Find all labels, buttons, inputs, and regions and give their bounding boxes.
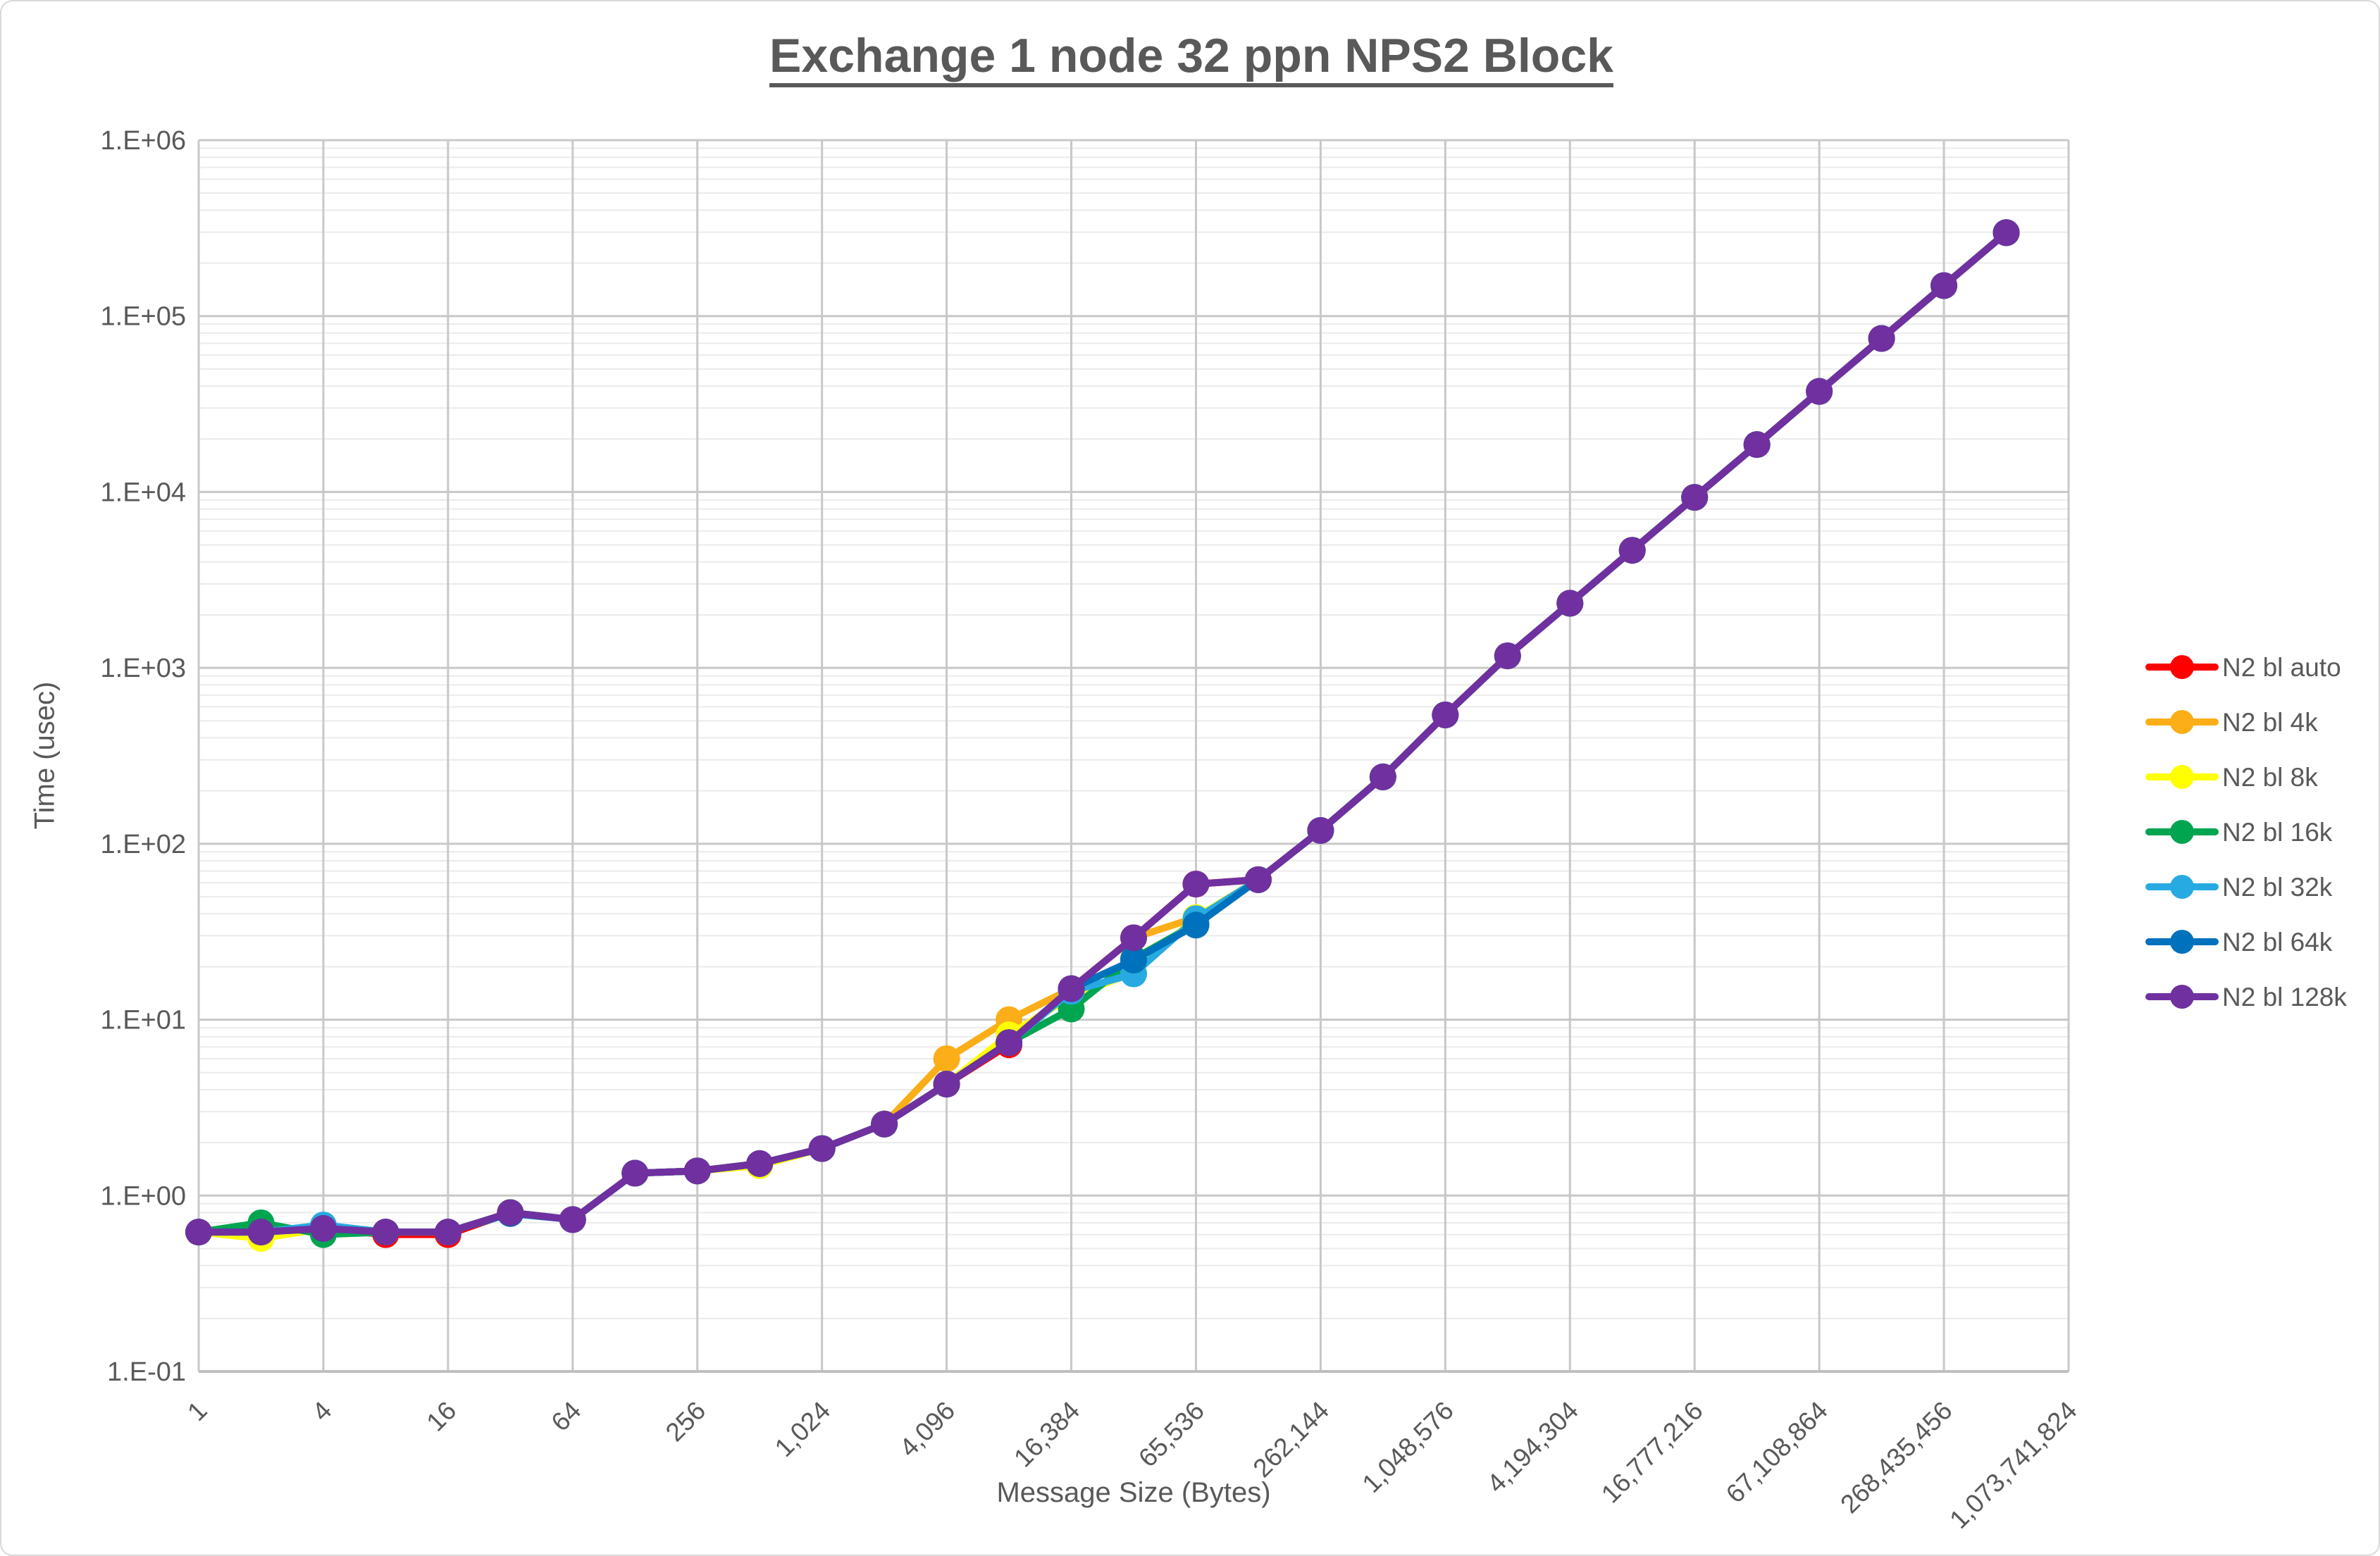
legend-label: N2 bl 16k (2222, 818, 2333, 847)
y-tick-label: 1.E+03 (101, 654, 187, 683)
data-point (1058, 975, 1085, 1002)
legend-marker (2170, 765, 2194, 789)
data-point (247, 1219, 275, 1246)
data-point (497, 1199, 524, 1226)
legend-label: N2 bl 32k (2222, 873, 2333, 902)
data-point (621, 1159, 649, 1187)
data-point (559, 1206, 586, 1233)
data-point (1930, 272, 1958, 299)
y-tick-label: 1.E-01 (107, 1357, 186, 1387)
data-point (1806, 378, 1833, 405)
legend-item-n2-bl-4k: N2 bl 4k (2145, 708, 2318, 737)
y-tick-label: 1.E+06 (101, 126, 187, 156)
x-tick-label: 4,096 (894, 1396, 960, 1462)
x-tick-label: 16,384 (1008, 1396, 1085, 1473)
data-point (933, 1045, 960, 1072)
legend-marker (2170, 930, 2194, 954)
data-point (309, 1215, 337, 1243)
x-tick-label: 262,144 (1247, 1396, 1334, 1483)
data-point (1432, 701, 1459, 728)
data-point (1182, 871, 1210, 898)
legend-label: N2 bl 128k (2222, 983, 2347, 1012)
series-n2-bl-16k (185, 219, 2020, 1248)
data-point (1618, 537, 1646, 564)
data-point (1182, 911, 1210, 939)
legend-marker (2170, 655, 2194, 679)
x-tick-label: 1 (182, 1396, 213, 1427)
data-point (1681, 484, 1709, 511)
legend-label: N2 bl 4k (2222, 708, 2318, 737)
data-point (1743, 431, 1771, 459)
data-point (683, 1157, 711, 1185)
x-tick-label: 16 (421, 1396, 461, 1437)
legend-label: N2 bl 8k (2222, 763, 2318, 792)
data-point (933, 1071, 960, 1098)
legend-marker (2170, 875, 2194, 899)
series-n2-bl-64k (185, 219, 2020, 1246)
x-tick-label: 1,024 (769, 1396, 836, 1462)
y-tick-label: 1.E+02 (101, 830, 187, 859)
y-axis-tick-labels: 1.E+06 1.E+05 1.E+04 1.E+03 1.E+02 1.E+01 1.E+… (101, 126, 187, 1387)
legend-marker (2170, 710, 2194, 734)
series-n2-bl-4k (185, 219, 2020, 1246)
x-tick-label: 64 (545, 1396, 586, 1437)
data-point (808, 1135, 836, 1162)
data-point (1244, 866, 1272, 893)
legend-marker (2170, 820, 2194, 844)
data-point (871, 1110, 898, 1138)
gridlines (197, 139, 2070, 1373)
legend-item-n2-bl-32k: N2 bl 32k (2145, 873, 2333, 902)
legend-item-n2-bl-128k: N2 bl 128k (2145, 983, 2347, 1012)
data-point (1868, 325, 1895, 352)
series-n2-bl-8k (185, 219, 2020, 1252)
x-axis-tick-labels: 1 4 16 64 256 1,024 4,096 16,384 65,536 262,144 1,… (182, 1396, 2083, 1534)
x-axis-title: Message Size (Bytes) (996, 1477, 1271, 1508)
data-point (1369, 763, 1396, 790)
data-point (1494, 642, 1521, 670)
legend-label: N2 bl auto (2222, 653, 2341, 682)
y-tick-label: 1.E+00 (101, 1181, 187, 1211)
x-tick-label: 65,536 (1133, 1396, 1210, 1473)
legend-item-n2-bl-auto: N2 bl auto (2145, 653, 2341, 682)
series-n2-bl-128k (185, 219, 2020, 1246)
x-tick-label: 256 (660, 1396, 712, 1448)
data-point (434, 1219, 461, 1246)
data-point (185, 1219, 212, 1246)
legend-item-n2-bl-8k: N2 bl 8k (2145, 763, 2318, 792)
x-tick-label: 4 (306, 1396, 337, 1427)
y-tick-label: 1.E+04 (101, 478, 187, 507)
series-n2-bl-auto (185, 219, 2020, 1248)
data-point (1120, 947, 1147, 974)
data-point (372, 1219, 399, 1246)
legend-item-n2-bl-64k: N2 bl 64k (2145, 928, 2333, 957)
legend-label: N2 bl 64k (2222, 928, 2333, 957)
legend: N2 bl auto N2 bl 4k N2 bl 8k N2 bl 16k N2 bl… (2145, 653, 2347, 1012)
legend-marker (2170, 985, 2194, 1009)
series-n2-bl-32k (185, 219, 2020, 1246)
data-point (746, 1150, 774, 1177)
y-tick-label: 1.E+01 (101, 1006, 187, 1035)
y-tick-label: 1.E+05 (101, 302, 187, 332)
x-tick-label: 1,073,741,824 (1944, 1396, 2082, 1534)
data-point (1120, 924, 1147, 952)
legend-item-n2-bl-16k: N2 bl 16k (2145, 818, 2333, 847)
data-point (996, 1029, 1023, 1057)
data-point (1307, 816, 1334, 844)
data-point (1556, 590, 1584, 617)
chart-title: Exchange 1 node 32 ppn NPS2 Block (769, 29, 1613, 82)
data-point (1992, 219, 2020, 247)
